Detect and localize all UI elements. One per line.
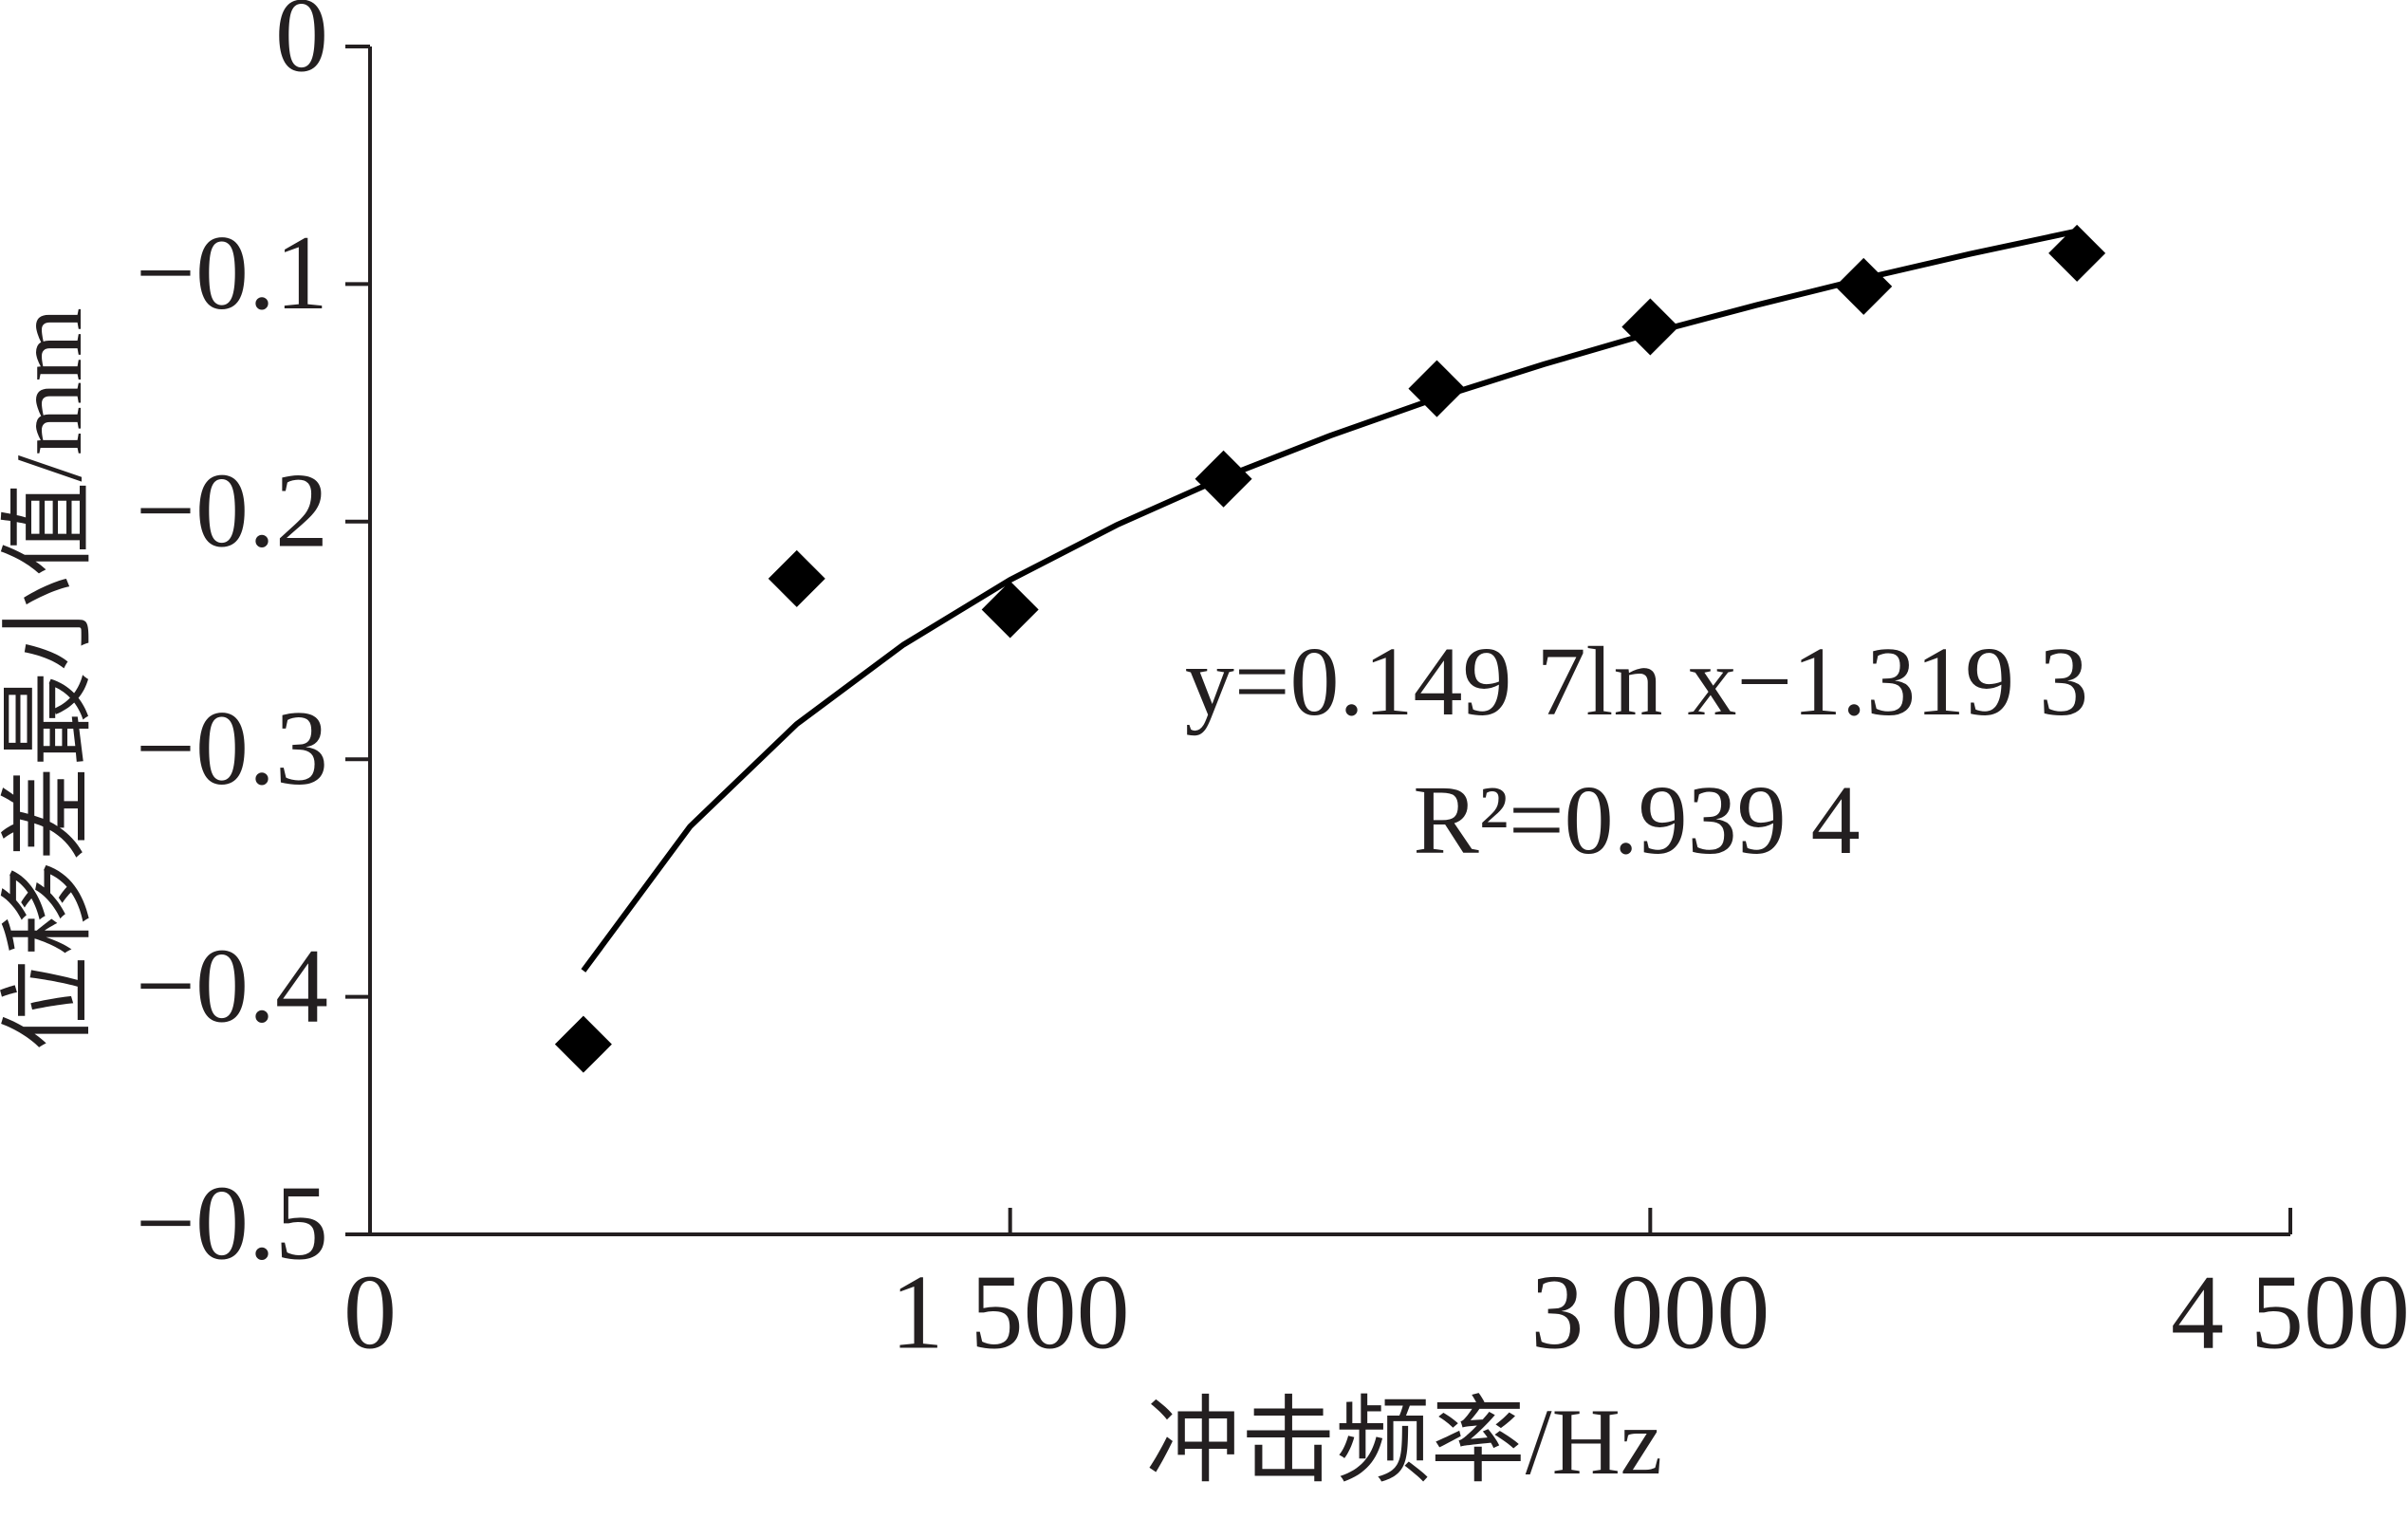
trend-line: [581, 228, 2078, 973]
equation: y=0.149 7ln x−1.319 3: [1185, 627, 2088, 736]
data-point: [768, 549, 825, 607]
data-point: [2048, 224, 2106, 282]
y-axis-title: 位移差最小值/mm: [0, 307, 102, 1050]
y-tick-label: −0.4: [136, 927, 328, 1045]
r-squared: R²=0.939 4: [1413, 766, 1860, 875]
y-tick-label: −0.3: [136, 690, 328, 807]
y-tick-label: 0: [275, 0, 328, 95]
data-point: [554, 1015, 612, 1073]
x-axis-title: 冲击频率/Hz: [1146, 1389, 1662, 1494]
data-point: [1835, 257, 1893, 315]
x-tick-label: 3 000: [1530, 1254, 1769, 1372]
x-tick-label: 0: [343, 1254, 397, 1372]
x-tick-label: 4 500: [2171, 1254, 2408, 1372]
y-tick-label: −0.1: [136, 214, 328, 332]
data-point: [1621, 298, 1679, 356]
x-tick-label: 1 500: [891, 1254, 1130, 1372]
data-point: [1195, 450, 1252, 508]
y-tick-label: −0.2: [136, 453, 328, 570]
data-point: [1408, 360, 1466, 417]
y-tick-label: −0.5: [136, 1165, 328, 1283]
data-point: [981, 581, 1039, 639]
